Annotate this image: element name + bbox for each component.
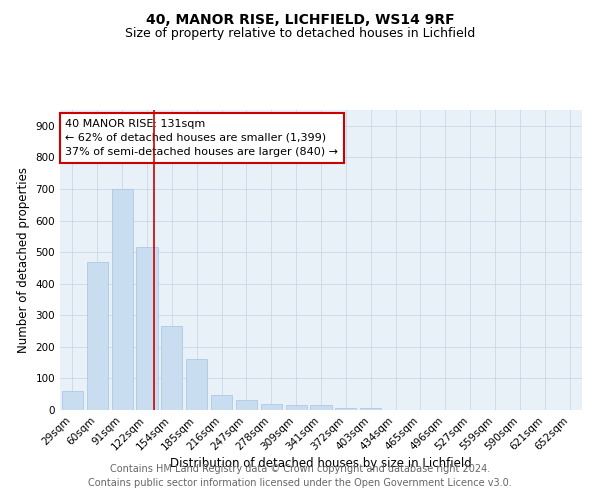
- Bar: [261, 404, 282, 410]
- Y-axis label: Number of detached properties: Number of detached properties: [17, 167, 30, 353]
- Bar: [310, 406, 332, 410]
- Bar: [87, 262, 108, 410]
- Bar: [161, 326, 182, 410]
- Bar: [236, 400, 257, 410]
- Bar: [360, 408, 381, 410]
- X-axis label: Distribution of detached houses by size in Lichfield: Distribution of detached houses by size …: [170, 458, 472, 470]
- Text: Size of property relative to detached houses in Lichfield: Size of property relative to detached ho…: [125, 28, 475, 40]
- Bar: [335, 408, 356, 410]
- Bar: [136, 248, 158, 410]
- Bar: [286, 406, 307, 410]
- Bar: [211, 395, 232, 410]
- Bar: [112, 189, 133, 410]
- Text: Contains HM Land Registry data © Crown copyright and database right 2024.
Contai: Contains HM Land Registry data © Crown c…: [88, 464, 512, 487]
- Text: 40, MANOR RISE, LICHFIELD, WS14 9RF: 40, MANOR RISE, LICHFIELD, WS14 9RF: [146, 12, 454, 26]
- Bar: [186, 360, 207, 410]
- Bar: [62, 391, 83, 410]
- Text: 40 MANOR RISE: 131sqm
← 62% of detached houses are smaller (1,399)
37% of semi-d: 40 MANOR RISE: 131sqm ← 62% of detached …: [65, 119, 338, 157]
